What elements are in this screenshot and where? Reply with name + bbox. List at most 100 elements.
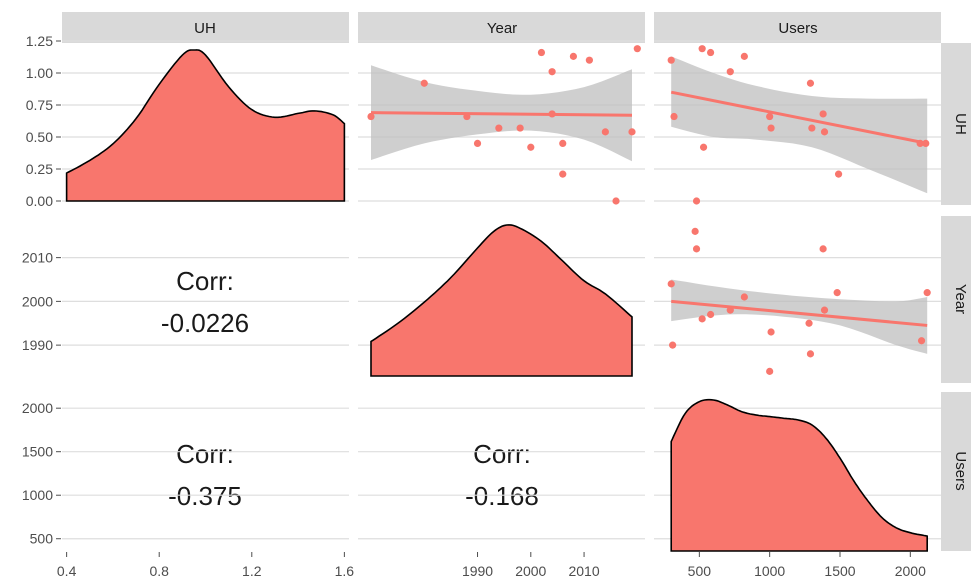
- strip-label-year-right: Year: [952, 284, 969, 314]
- x-tick-label-users: 1500: [824, 563, 855, 579]
- top-strip-year: Year: [358, 12, 645, 43]
- point-users-uh: [766, 112, 774, 121]
- point-users-year: [667, 280, 675, 288]
- point-users-year: [669, 341, 677, 349]
- point-year-uh: [420, 79, 428, 87]
- y-tick-label-year: 2000: [22, 293, 53, 309]
- users-year-fit-line: [671, 299, 928, 327]
- density-year: [370, 224, 633, 377]
- point-year-uh: [559, 170, 567, 178]
- y-tick-label-year: 1990: [22, 337, 53, 353]
- y-tick-label-users: 1500: [22, 444, 53, 460]
- x-tick-label-users: 2000: [895, 563, 926, 579]
- y-tick-label-uh: 0.75: [26, 97, 53, 113]
- y-tick-label-users: 2000: [22, 400, 53, 416]
- corr-label: Corr:: [473, 439, 531, 469]
- point-year-uh: [569, 52, 578, 60]
- point-users-year: [726, 306, 734, 314]
- point-users-year: [819, 245, 827, 253]
- density-uh: [65, 49, 346, 202]
- corr-value: -0.168: [465, 481, 539, 511]
- point-year-uh: [367, 112, 375, 121]
- strip-background: [654, 12, 941, 43]
- point-users-year: [766, 367, 774, 375]
- point-users-year: [698, 315, 706, 323]
- corr-label: Corr:: [176, 266, 234, 296]
- point-users-year: [692, 245, 701, 253]
- point-users-uh: [667, 56, 675, 64]
- x-tick-label-year: 1990: [462, 563, 493, 579]
- point-users-year: [691, 227, 699, 235]
- x-tick-label-users: 1000: [754, 563, 785, 579]
- strip-background: [941, 392, 971, 551]
- x-tick-label-year: 2000: [515, 563, 546, 579]
- strip-background: [358, 12, 645, 43]
- point-users-uh: [767, 124, 775, 132]
- point-users-uh: [698, 45, 706, 53]
- point-year-uh: [633, 45, 641, 53]
- point-users-uh: [916, 139, 924, 147]
- point-year-uh: [612, 197, 620, 205]
- strip-label-users: Users: [778, 20, 817, 37]
- point-year-uh: [585, 56, 593, 64]
- users-year-confidence-band: [671, 279, 928, 354]
- point-year-uh: [473, 139, 482, 147]
- y-tick-label-uh: 0.25: [26, 161, 53, 177]
- year-uh-fit-line: [370, 111, 633, 117]
- point-users-year: [740, 293, 748, 301]
- point-users-uh: [670, 112, 678, 121]
- y-tick-label-uh: 1.25: [26, 33, 53, 49]
- corr-value: -0.0226: [161, 308, 249, 338]
- point-year-uh: [537, 48, 546, 57]
- corr-label: Corr:: [176, 439, 234, 469]
- chart-marks: 0.00 0.25 0.50 0.75 1.00 1.25 1990 2000 2010 500 1…: [22, 33, 941, 579]
- top-strip-uh: UH: [62, 12, 349, 43]
- x-tick-label-year: 2010: [568, 563, 599, 579]
- y-tick-label-users: 500: [30, 531, 54, 547]
- y-tick-label-year: 2010: [22, 250, 53, 266]
- right-strip-uh: UH: [941, 43, 971, 205]
- point-users-uh: [706, 48, 715, 57]
- point-users-uh: [922, 139, 930, 147]
- corr-value: -0.375: [168, 481, 242, 511]
- point-users-year: [820, 306, 829, 314]
- strip-background: [941, 216, 971, 383]
- point-year-uh: [628, 128, 636, 136]
- users-uh-confidence-band: [671, 56, 928, 194]
- point-users-uh: [806, 79, 815, 87]
- top-strip-users: Users: [654, 12, 941, 43]
- density-users: [670, 398, 929, 552]
- strip-background: [62, 12, 349, 43]
- y-tick-label-uh: 0.00: [26, 193, 53, 209]
- corr-users-year: Corr: -0.168: [465, 439, 539, 511]
- point-users-uh: [834, 170, 843, 178]
- strip-label-year: Year: [487, 20, 517, 37]
- x-tick-label-users: 500: [688, 563, 712, 579]
- point-users-year: [706, 310, 715, 319]
- point-year-uh: [527, 143, 535, 151]
- point-users-year: [833, 289, 841, 297]
- point-year-uh: [559, 139, 567, 147]
- right-strip-users: Users: [941, 392, 971, 551]
- point-users-uh: [820, 128, 829, 136]
- strip-label-uh: UH: [194, 20, 216, 37]
- strip-label-users-right: Users: [952, 451, 969, 490]
- corr-year-uh: Corr: -0.0226: [161, 266, 249, 338]
- point-year-uh: [516, 124, 524, 132]
- point-users-uh: [740, 52, 748, 60]
- point-users-uh: [819, 110, 827, 118]
- point-year-uh: [548, 68, 556, 76]
- users-uh-fit-line: [670, 90, 928, 145]
- point-year-uh: [601, 128, 609, 136]
- y-tick-label-uh: 0.50: [26, 129, 53, 145]
- point-users-uh: [699, 143, 708, 151]
- point-users-uh: [808, 124, 816, 132]
- point-users-year: [917, 337, 926, 345]
- point-users-year: [806, 350, 815, 358]
- point-users-year: [923, 289, 931, 297]
- x-tick-label-uh: 0.8: [149, 563, 169, 579]
- point-year-uh: [463, 112, 471, 121]
- x-tick-label-uh: 0.4: [57, 563, 77, 579]
- point-users-year: [805, 319, 813, 327]
